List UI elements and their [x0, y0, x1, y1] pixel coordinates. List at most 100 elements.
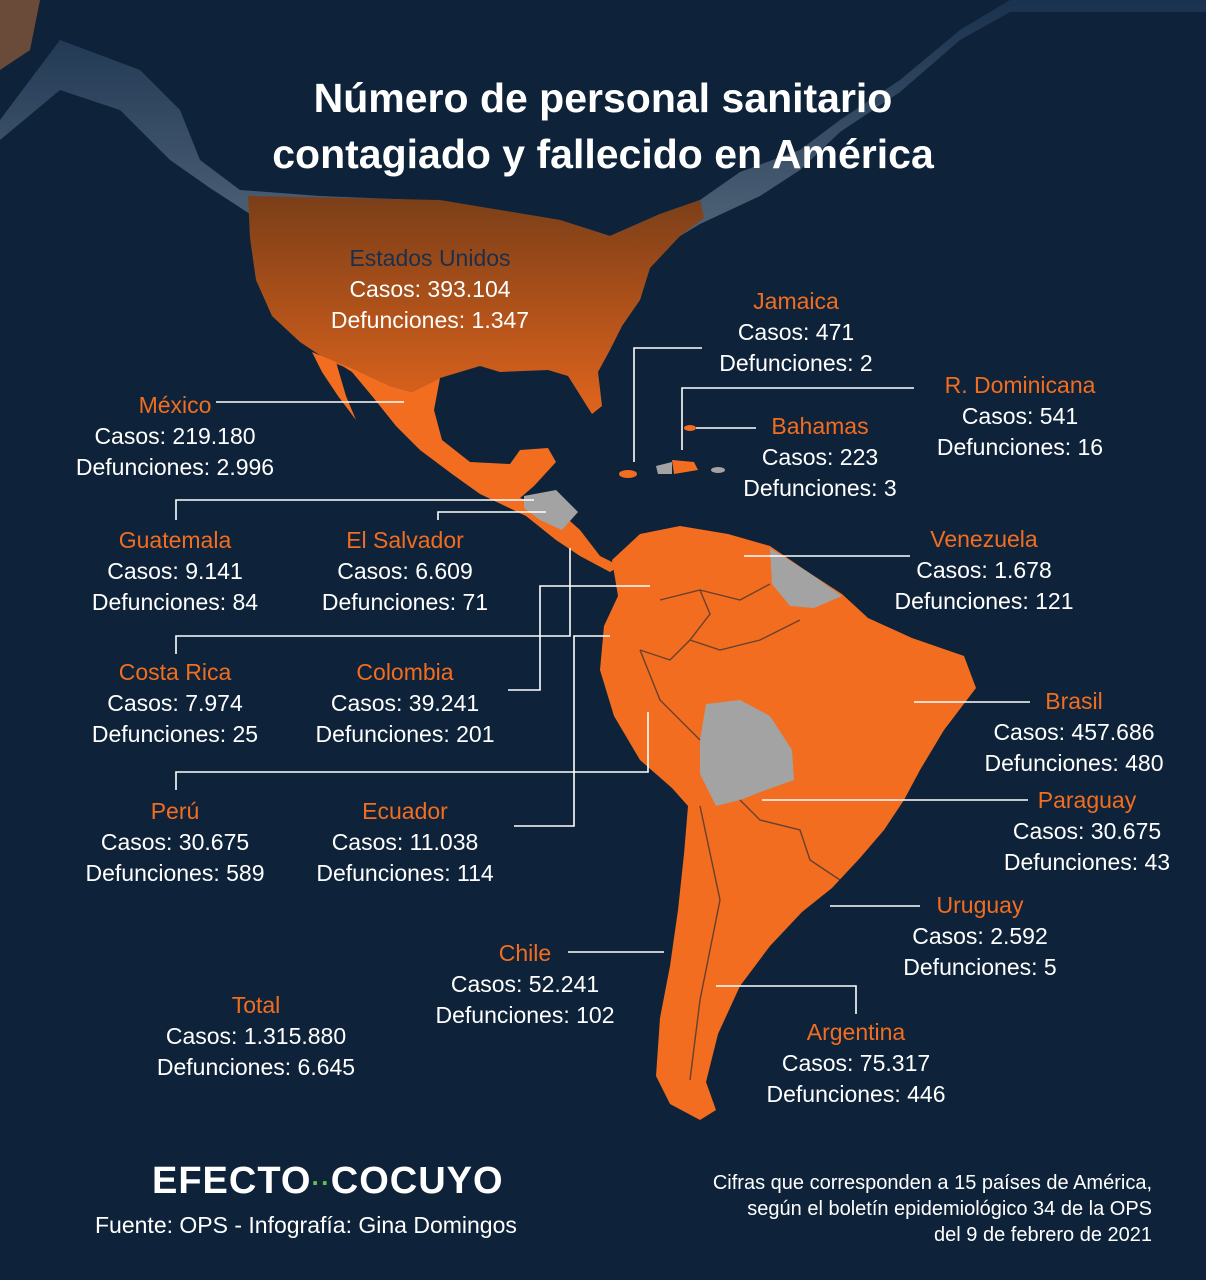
logo-word-left: EFECTO — [152, 1160, 312, 1202]
label-estados-unidos: Estados Unidos Casos: 393.104 Defuncione… — [300, 243, 560, 336]
label-total: Total Casos: 1.315.880 Defunciones: 6.64… — [136, 990, 376, 1083]
cases-value: Casos: 52.241 — [450, 971, 600, 997]
footnote-line-2: según el boletín epidemiológico 34 de la… — [747, 1198, 1152, 1220]
country-name: Estados Unidos — [349, 245, 511, 271]
label-guatemala: Guatemala Casos: 9.141 Defunciones: 84 — [75, 525, 275, 618]
cases-value: Casos: 223 — [761, 444, 879, 470]
deaths-value: Defunciones: 71 — [321, 589, 489, 615]
canada-region — [0, 0, 1206, 260]
country-name: Guatemala — [118, 527, 232, 553]
country-name: Costa Rica — [118, 659, 232, 685]
total-deaths-value: Defunciones: 6.645 — [156, 1054, 356, 1080]
label-argentina: Argentina Casos: 75.317 Defunciones: 446 — [750, 1017, 962, 1110]
country-name: Colombia — [356, 659, 454, 685]
country-name: Uruguay — [936, 892, 1024, 918]
label-el-salvador: El Salvador Casos: 6.609 Defunciones: 71 — [305, 525, 505, 618]
logo-word-right: COCUYO — [330, 1160, 504, 1202]
cases-value: Casos: 219.180 — [94, 423, 256, 449]
country-name: Brasil — [1045, 688, 1103, 714]
cases-value: Casos: 7.974 — [107, 690, 243, 716]
deaths-value: Defunciones: 84 — [91, 589, 259, 615]
country-name: Paraguay — [1037, 787, 1137, 813]
footnote: Cifras que corresponden a 15 países de A… — [592, 1170, 1152, 1248]
deaths-value: Defunciones: 16 — [936, 434, 1104, 460]
label-uruguay: Uruguay Casos: 2.592 Defunciones: 5 — [880, 890, 1080, 983]
cases-value: Casos: 39.241 — [330, 690, 480, 716]
infographic-title: Número de personal sanitario contagiado … — [0, 70, 1206, 182]
deaths-value: Defunciones: 201 — [315, 721, 495, 747]
country-name: Bahamas — [771, 413, 869, 439]
efecto-cocuyo-logo: EFECTO··COCUYO — [152, 1160, 504, 1203]
title-line-2: contagiado y fallecido en América — [272, 131, 934, 177]
country-name: Venezuela — [930, 526, 1038, 552]
bolivia-gray — [700, 700, 794, 806]
bahamas-shape — [684, 425, 696, 431]
cases-value: Casos: 75.317 — [781, 1050, 931, 1076]
central-america-gray — [524, 490, 578, 530]
country-name: Jamaica — [753, 288, 839, 314]
footnote-line-3: del 9 de febrero de 2021 — [934, 1224, 1152, 1246]
cases-value: Casos: 30.675 — [1012, 818, 1162, 844]
country-name: Chile — [498, 940, 552, 966]
cases-value: Casos: 11.038 — [331, 829, 479, 855]
source-credit: Fuente: OPS - Infografía: Gina Domingos — [95, 1212, 517, 1238]
label-ecuador: Ecuador Casos: 11.038 Defunciones: 114 — [300, 796, 510, 889]
country-name: México — [138, 392, 212, 418]
cases-value: Casos: 541 — [961, 403, 1079, 429]
label-colombia: Colombia Casos: 39.241 Defunciones: 201 — [300, 657, 510, 750]
deaths-value: Defunciones: 589 — [85, 860, 265, 886]
title-line-1: Número de personal sanitario — [313, 75, 893, 121]
label-paraguay: Paraguay Casos: 30.675 Defunciones: 43 — [980, 785, 1194, 878]
deaths-value: Defunciones: 5 — [903, 954, 1057, 980]
total-name: Total — [231, 992, 281, 1018]
deaths-value: Defunciones: 102 — [435, 1002, 615, 1028]
deaths-value: Defunciones: 1.347 — [330, 307, 530, 333]
cases-value: Casos: 9.141 — [107, 558, 243, 584]
usa-shape — [248, 196, 704, 414]
country-name: Perú — [150, 798, 200, 824]
leader-lines — [175, 347, 1030, 1014]
deaths-value: Defunciones: 2 — [719, 350, 873, 376]
cases-value: Casos: 393.104 — [349, 276, 511, 302]
country-name: Argentina — [806, 1019, 906, 1045]
deaths-value: Defunciones: 121 — [894, 588, 1074, 614]
total-cases-value: Casos: 1.315.880 — [165, 1023, 347, 1049]
jamaica-shape — [619, 470, 637, 478]
cases-value: Casos: 1.678 — [916, 557, 1052, 583]
deaths-value: Defunciones: 25 — [91, 721, 259, 747]
cases-value: Casos: 471 — [737, 319, 855, 345]
deaths-value: Defunciones: 480 — [984, 750, 1164, 776]
country-name: El Salvador — [346, 527, 464, 553]
footnote-line-1: Cifras que corresponden a 15 países de A… — [712, 1172, 1152, 1194]
deaths-value: Defunciones: 114 — [316, 860, 494, 886]
label-r-dominicana: R. Dominicana Casos: 541 Defunciones: 16 — [910, 370, 1130, 463]
label-peru: Perú Casos: 30.675 Defunciones: 589 — [75, 796, 275, 889]
deaths-value: Defunciones: 446 — [766, 1081, 946, 1107]
dominican-republic-shape — [672, 460, 698, 474]
cases-value: Casos: 6.609 — [337, 558, 473, 584]
cases-value: Casos: 2.592 — [912, 923, 1048, 949]
deaths-value: Defunciones: 43 — [1003, 849, 1171, 875]
country-borders — [639, 583, 841, 1081]
hispaniola-shape — [656, 462, 672, 474]
country-name: R. Dominicana — [944, 372, 1096, 398]
label-chile: Chile Casos: 52.241 Defunciones: 102 — [420, 938, 630, 1031]
label-bahamas: Bahamas Casos: 223 Defunciones: 3 — [720, 411, 920, 504]
label-costa-rica: Costa Rica Casos: 7.974 Defunciones: 25 — [75, 657, 275, 750]
alaska-region — [0, 0, 40, 70]
label-mexico: México Casos: 219.180 Defunciones: 2.996 — [55, 390, 295, 483]
deaths-value: Defunciones: 2.996 — [75, 454, 275, 480]
label-venezuela: Venezuela Casos: 1.678 Defunciones: 121 — [874, 524, 1094, 617]
deaths-value: Defunciones: 3 — [743, 475, 897, 501]
guianas-gray — [770, 548, 842, 608]
south-america-shape — [600, 526, 976, 1120]
label-jamaica: Jamaica Casos: 471 Defunciones: 2 — [696, 286, 896, 379]
cases-value: Casos: 30.675 — [100, 829, 250, 855]
country-name: Ecuador — [362, 798, 448, 824]
puerto-rico-shape — [711, 467, 725, 473]
cases-value: Casos: 457.686 — [993, 719, 1155, 745]
label-brasil: Brasil Casos: 457.686 Defunciones: 480 — [962, 686, 1186, 779]
logo-dots: ·· — [311, 1167, 331, 1198]
